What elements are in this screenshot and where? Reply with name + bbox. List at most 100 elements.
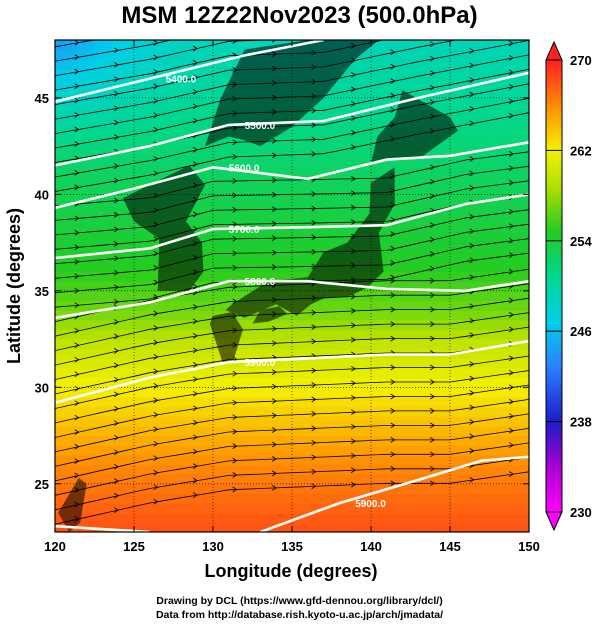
heatmap-cell bbox=[94, 435, 103, 446]
heatmap-cell bbox=[442, 78, 451, 89]
heatmap-cell bbox=[55, 261, 64, 273]
heatmap-cell bbox=[497, 503, 506, 514]
heatmap-cell bbox=[450, 300, 459, 311]
heatmap-cell bbox=[521, 445, 529, 456]
heatmap-cell bbox=[197, 175, 206, 186]
heatmap-cell bbox=[489, 290, 498, 302]
streamline-arrow bbox=[470, 20, 474, 25]
heatmap-cell bbox=[205, 194, 214, 205]
heatmap-cell bbox=[197, 223, 206, 234]
heatmap-cell bbox=[418, 252, 427, 263]
heatmap-cell bbox=[228, 281, 238, 292]
heatmap-cell bbox=[442, 358, 451, 369]
heatmap-cell bbox=[86, 319, 96, 331]
heatmap-cell bbox=[220, 435, 230, 446]
heatmap-cell bbox=[410, 281, 419, 292]
streamline-arrow bbox=[74, 356, 80, 363]
heatmap-cell bbox=[505, 474, 514, 485]
heatmap-cell bbox=[189, 522, 198, 532]
heatmap-cell bbox=[268, 377, 277, 388]
heatmap-cell bbox=[157, 117, 167, 128]
heatmap-cell bbox=[173, 329, 182, 340]
heatmap-cell bbox=[157, 493, 167, 504]
heatmap-cell bbox=[402, 68, 412, 80]
heatmap-cell bbox=[110, 194, 119, 205]
heatmap-cell bbox=[323, 493, 333, 504]
heatmap-cell bbox=[442, 213, 451, 224]
heatmap-cell bbox=[450, 242, 459, 253]
heatmap-cell bbox=[457, 194, 467, 205]
heatmap-cell bbox=[386, 310, 396, 321]
heatmap-cell bbox=[276, 184, 285, 195]
heatmap-cell bbox=[481, 232, 491, 244]
heatmap-cell bbox=[110, 512, 119, 523]
heatmap-cell bbox=[260, 146, 269, 157]
heatmap-cell bbox=[394, 396, 404, 408]
heatmap-cell bbox=[284, 271, 293, 282]
heatmap-cell bbox=[86, 474, 96, 485]
heatmap-cell bbox=[118, 136, 127, 147]
heatmap-cell bbox=[197, 445, 206, 456]
streamline-arrow bbox=[232, 96, 238, 102]
streamline-arrow bbox=[469, 170, 475, 177]
heatmap-cell bbox=[339, 483, 348, 495]
heatmap-cell bbox=[410, 310, 419, 321]
heatmap-cell bbox=[331, 184, 340, 195]
heatmap-cell bbox=[394, 319, 404, 331]
heatmap-cell bbox=[481, 474, 491, 485]
heatmap-cell bbox=[213, 281, 222, 292]
heatmap-cell bbox=[402, 40, 412, 51]
heatmap-cell bbox=[276, 435, 285, 446]
heatmap-cell bbox=[355, 204, 364, 215]
heatmap-cell bbox=[394, 88, 404, 99]
heatmap-cell bbox=[55, 242, 64, 253]
heatmap-cell bbox=[205, 474, 214, 485]
heatmap-cell bbox=[102, 88, 111, 99]
heatmap-cell bbox=[513, 223, 522, 234]
heatmap-cell bbox=[450, 406, 459, 417]
heatmap-cell bbox=[141, 175, 151, 186]
streamline-arrow bbox=[74, 458, 80, 464]
heatmap-cell bbox=[418, 88, 427, 99]
heatmap-cell bbox=[181, 136, 190, 147]
heatmap-cell bbox=[299, 310, 309, 321]
streamline-arrow bbox=[113, 420, 119, 427]
heatmap-cell bbox=[197, 49, 206, 60]
heatmap-cell bbox=[513, 319, 522, 331]
heatmap-cell bbox=[94, 377, 103, 388]
heatmap-cell bbox=[434, 368, 443, 379]
heatmap-cell bbox=[292, 387, 301, 398]
heatmap-cell bbox=[118, 252, 127, 263]
heatmap-cell bbox=[276, 368, 285, 379]
heatmap-cell bbox=[276, 271, 285, 282]
heatmap-cell bbox=[426, 155, 435, 167]
heatmap-cell bbox=[497, 59, 506, 70]
heatmap-cell bbox=[457, 339, 467, 350]
streamline-arrow bbox=[74, 273, 80, 280]
heatmap-cell bbox=[213, 184, 222, 195]
heatmap-cell bbox=[220, 252, 230, 263]
contour-label: 5600.0 bbox=[229, 163, 260, 174]
streamline-arrow bbox=[350, 293, 356, 300]
heatmap-cell bbox=[434, 223, 443, 234]
heatmap-cell bbox=[489, 232, 498, 244]
heatmap-cell bbox=[268, 396, 277, 408]
heatmap-cell bbox=[197, 377, 206, 388]
heatmap-cell bbox=[457, 416, 467, 427]
heatmap-cell bbox=[252, 213, 261, 224]
heatmap-cell bbox=[157, 474, 167, 485]
heatmap-cell bbox=[181, 329, 190, 340]
streamline-arrow bbox=[232, 472, 238, 478]
heatmap-cell bbox=[102, 242, 111, 253]
heatmap-cell bbox=[473, 252, 483, 263]
heatmap-cell bbox=[220, 290, 230, 302]
heatmap-cell bbox=[94, 483, 103, 495]
heatmap-cell bbox=[497, 493, 506, 504]
heatmap-cell bbox=[299, 425, 309, 437]
heatmap-cell bbox=[118, 416, 127, 427]
heatmap-cell bbox=[276, 252, 285, 263]
streamline-arrow bbox=[192, 448, 198, 455]
heatmap-cell bbox=[220, 49, 230, 60]
heatmap-cell bbox=[220, 512, 230, 523]
heatmap-cell bbox=[378, 232, 388, 244]
